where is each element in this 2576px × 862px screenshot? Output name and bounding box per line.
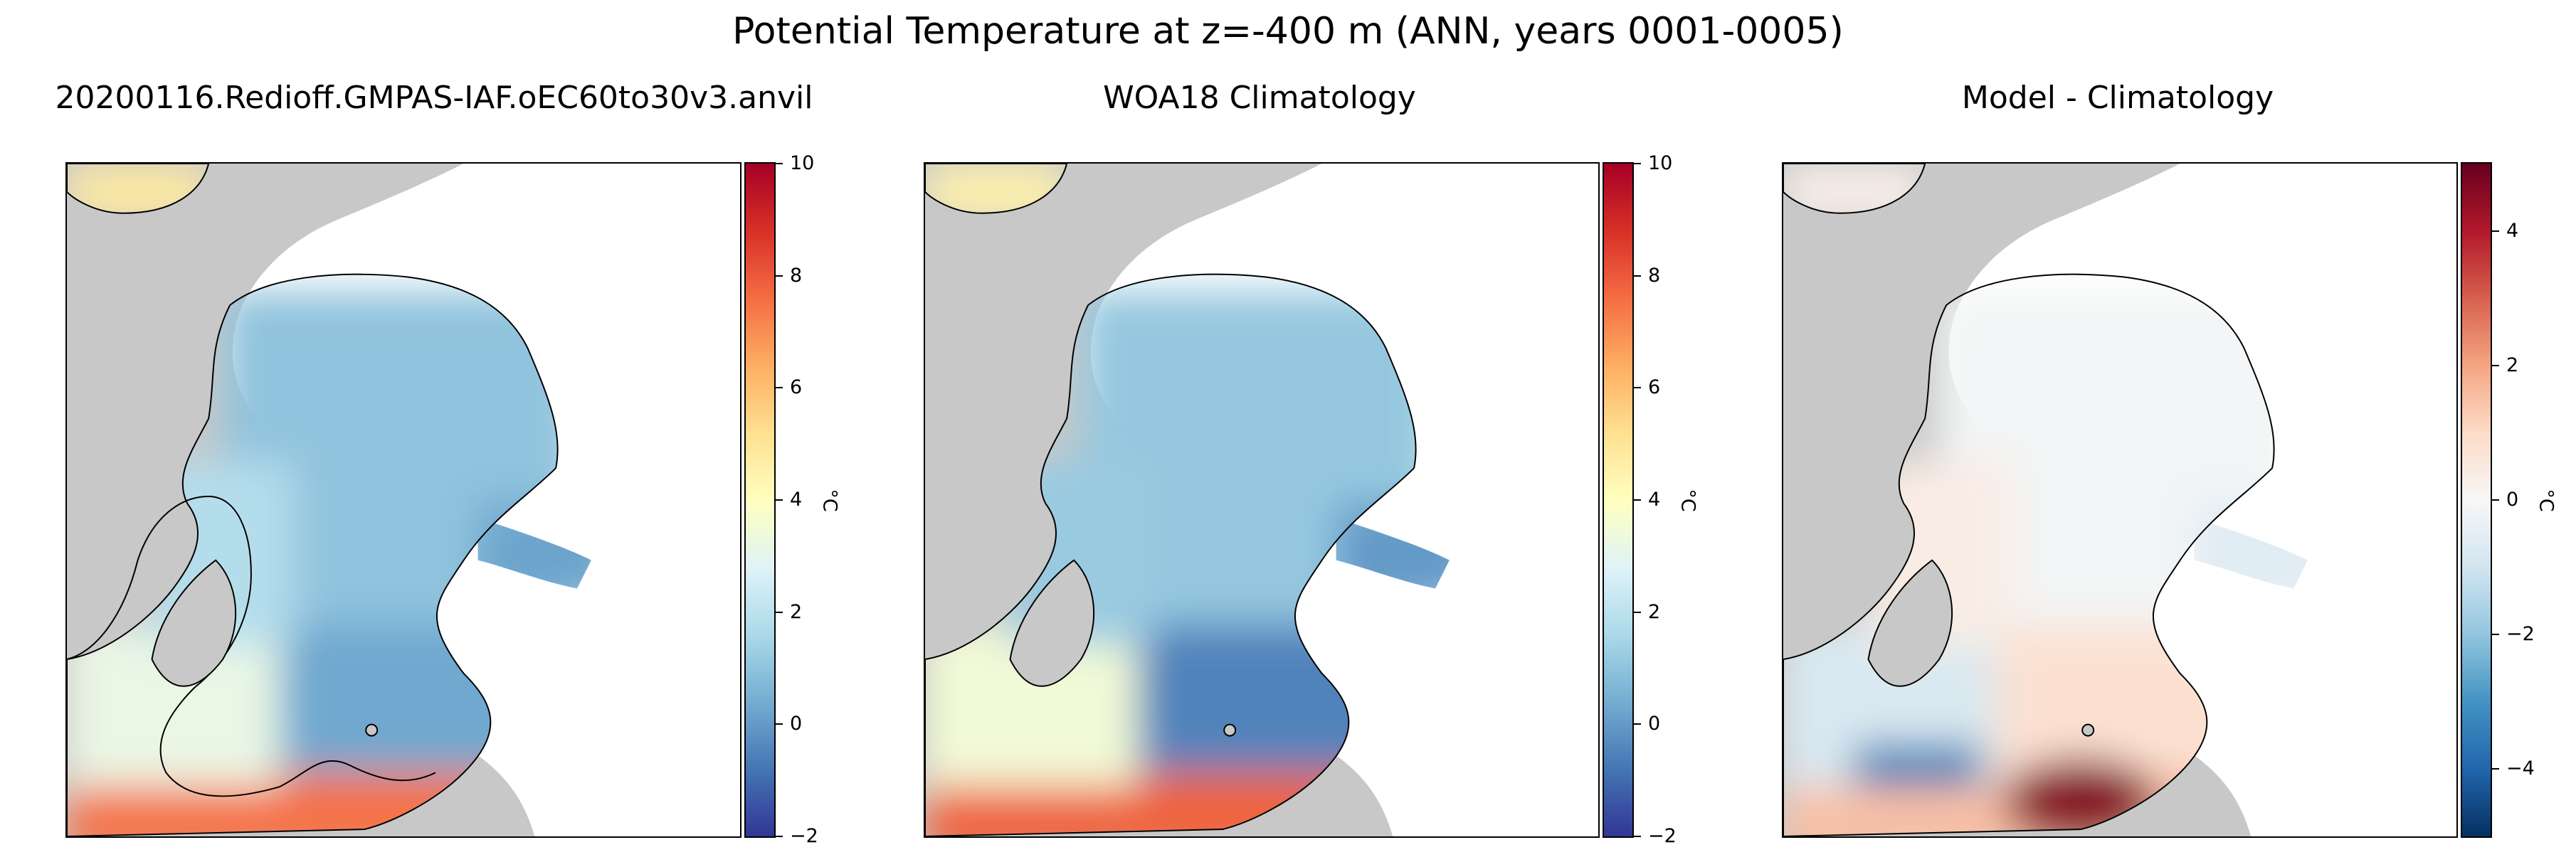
colorbar-tick-label: −2 <box>1648 825 1677 847</box>
colorbar-tick-label: 4 <box>790 489 803 511</box>
colorbar-tick-label: 10 <box>1648 152 1673 174</box>
colorbar-tick-label: 2 <box>1648 600 1661 623</box>
map-svg-model <box>67 164 740 836</box>
greenland-land <box>151 559 236 687</box>
map-svg-difference <box>1783 164 2456 836</box>
colorbar-unit-model: °C <box>818 489 841 512</box>
colorbar-tick-label: 8 <box>790 264 803 287</box>
colorbar-difference <box>2461 162 2492 838</box>
field-difference <box>1783 164 2308 836</box>
colorbar-tick-label: 0 <box>790 713 803 735</box>
colorbar-ticks-model: −2 0 2 4 6 8 10 <box>776 152 854 847</box>
coastline <box>67 273 559 836</box>
colorbar-unit-climatology: °C <box>1677 489 1699 512</box>
colorbar-ticks-difference: −4 −2 0 2 4 <box>2492 162 2570 838</box>
map-svg-climatology <box>925 164 1598 836</box>
map-panel-difference <box>1782 162 2458 838</box>
colorbar-tick-label: 2 <box>790 600 803 623</box>
colorbar-tick-label: −2 <box>790 825 818 847</box>
panel-title-climatology: WOA18 Climatology <box>1103 80 1416 116</box>
colorbar-tick-label: 4 <box>2506 219 2519 242</box>
colorbar-tick-label: 10 <box>790 152 815 174</box>
panel-title-difference: Model - Climatology <box>1961 80 2274 116</box>
colorbar-tick-label: −2 <box>2506 623 2535 646</box>
colorbar-tick-label: 4 <box>1648 489 1661 511</box>
greenland-coast <box>67 496 436 797</box>
colorbar-unit-difference: °C <box>2535 489 2557 512</box>
map-panel-model <box>65 162 741 838</box>
panel-title-model: 20200116.Redioff.GMPAS-IAF.oEC60to30v3.a… <box>55 80 813 116</box>
colorbar-tick-label: 6 <box>1648 376 1661 399</box>
colorbar-ticks-climatology: −2 0 2 4 6 8 10 <box>1634 152 1712 847</box>
colorbar-tick-label: 0 <box>2506 489 2519 511</box>
colorbar-tick-label: −4 <box>2506 757 2535 780</box>
region-labrador-shelf <box>1854 744 1982 787</box>
colorbar-model <box>744 162 776 838</box>
figure-title: Potential Temperature at z=-400 m (ANN, … <box>732 10 1844 53</box>
colorbar-tick-label: 0 <box>1648 713 1661 735</box>
colorbar-tick-label: 8 <box>1648 264 1661 287</box>
map-panel-climatology <box>924 162 1600 838</box>
colorbar-tick-label: 6 <box>790 376 803 399</box>
colorbar-tick-label: 2 <box>2506 353 2519 376</box>
colorbar-climatology <box>1603 162 1634 838</box>
